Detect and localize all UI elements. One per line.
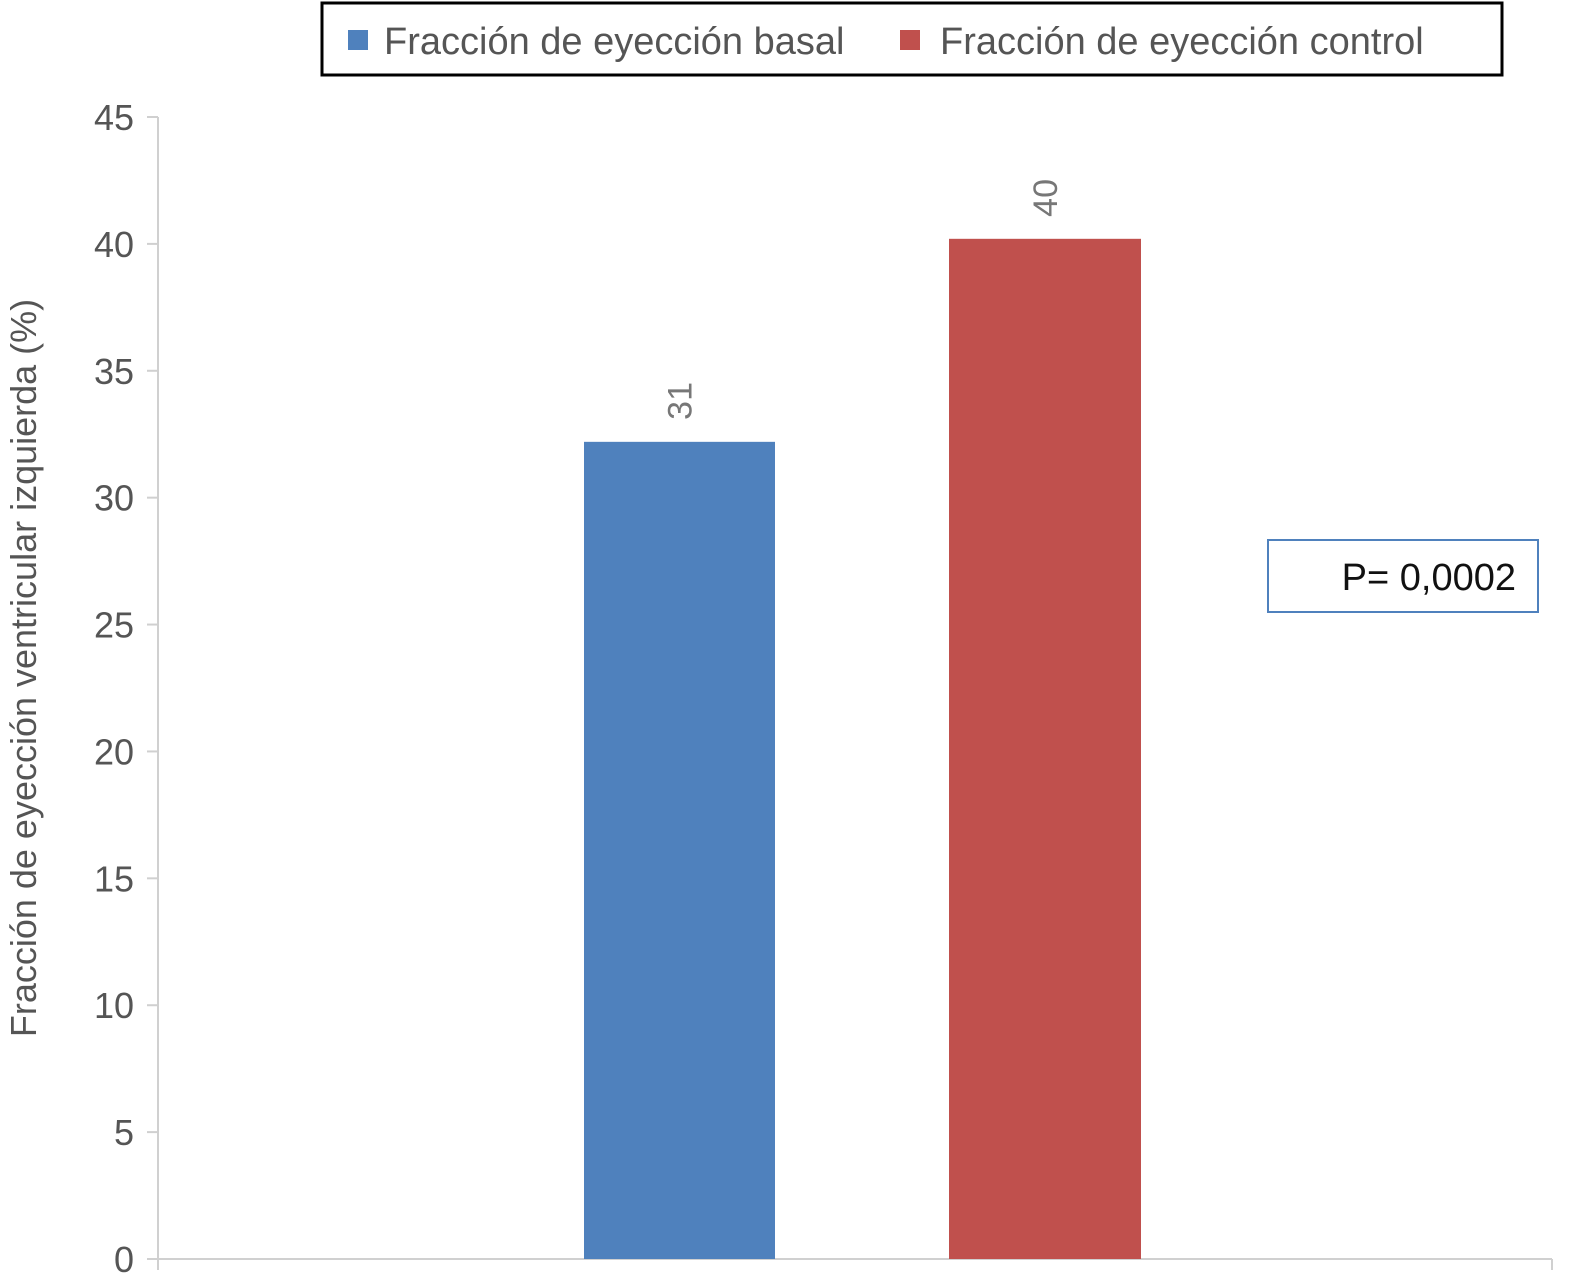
y-tick-label: 40 xyxy=(94,224,134,265)
bar-basal xyxy=(584,441,775,1259)
bar-control xyxy=(949,238,1141,1259)
y-tick-label: 15 xyxy=(94,858,134,899)
y-tick-label: 25 xyxy=(94,605,134,646)
y-tick-label: 0 xyxy=(114,1239,134,1280)
y-tick-label: 20 xyxy=(94,731,134,772)
y-tick-label: 35 xyxy=(94,351,134,392)
p-value-text: P= 0,0002 xyxy=(1342,557,1516,599)
y-tick-label: 30 xyxy=(94,478,134,519)
y-tick-label: 45 xyxy=(94,97,134,138)
legend-swatch-basal xyxy=(348,30,368,50)
y-tick-label: 5 xyxy=(114,1112,134,1153)
data-label-control: 40 xyxy=(1027,179,1065,217)
y-ticks: 0 5 10 15 20 25 30 35 40 45 xyxy=(94,97,158,1280)
legend: Fracción de eyección basal Fracción de e… xyxy=(320,1,1504,77)
legend-label-basal: Fracción de eyección basal xyxy=(384,21,844,63)
data-label-basal: 31 xyxy=(662,382,700,420)
y-tick-label: 10 xyxy=(94,985,134,1026)
p-value-box xyxy=(1267,539,1539,613)
y-axis-title: Fracción de eyección ventricular izquier… xyxy=(3,299,44,1037)
legend-swatch-control xyxy=(900,30,920,50)
legend-label-control: Fracción de eyección control xyxy=(940,21,1424,63)
p-value-annotation: P= 0,0002 xyxy=(1267,539,1539,613)
